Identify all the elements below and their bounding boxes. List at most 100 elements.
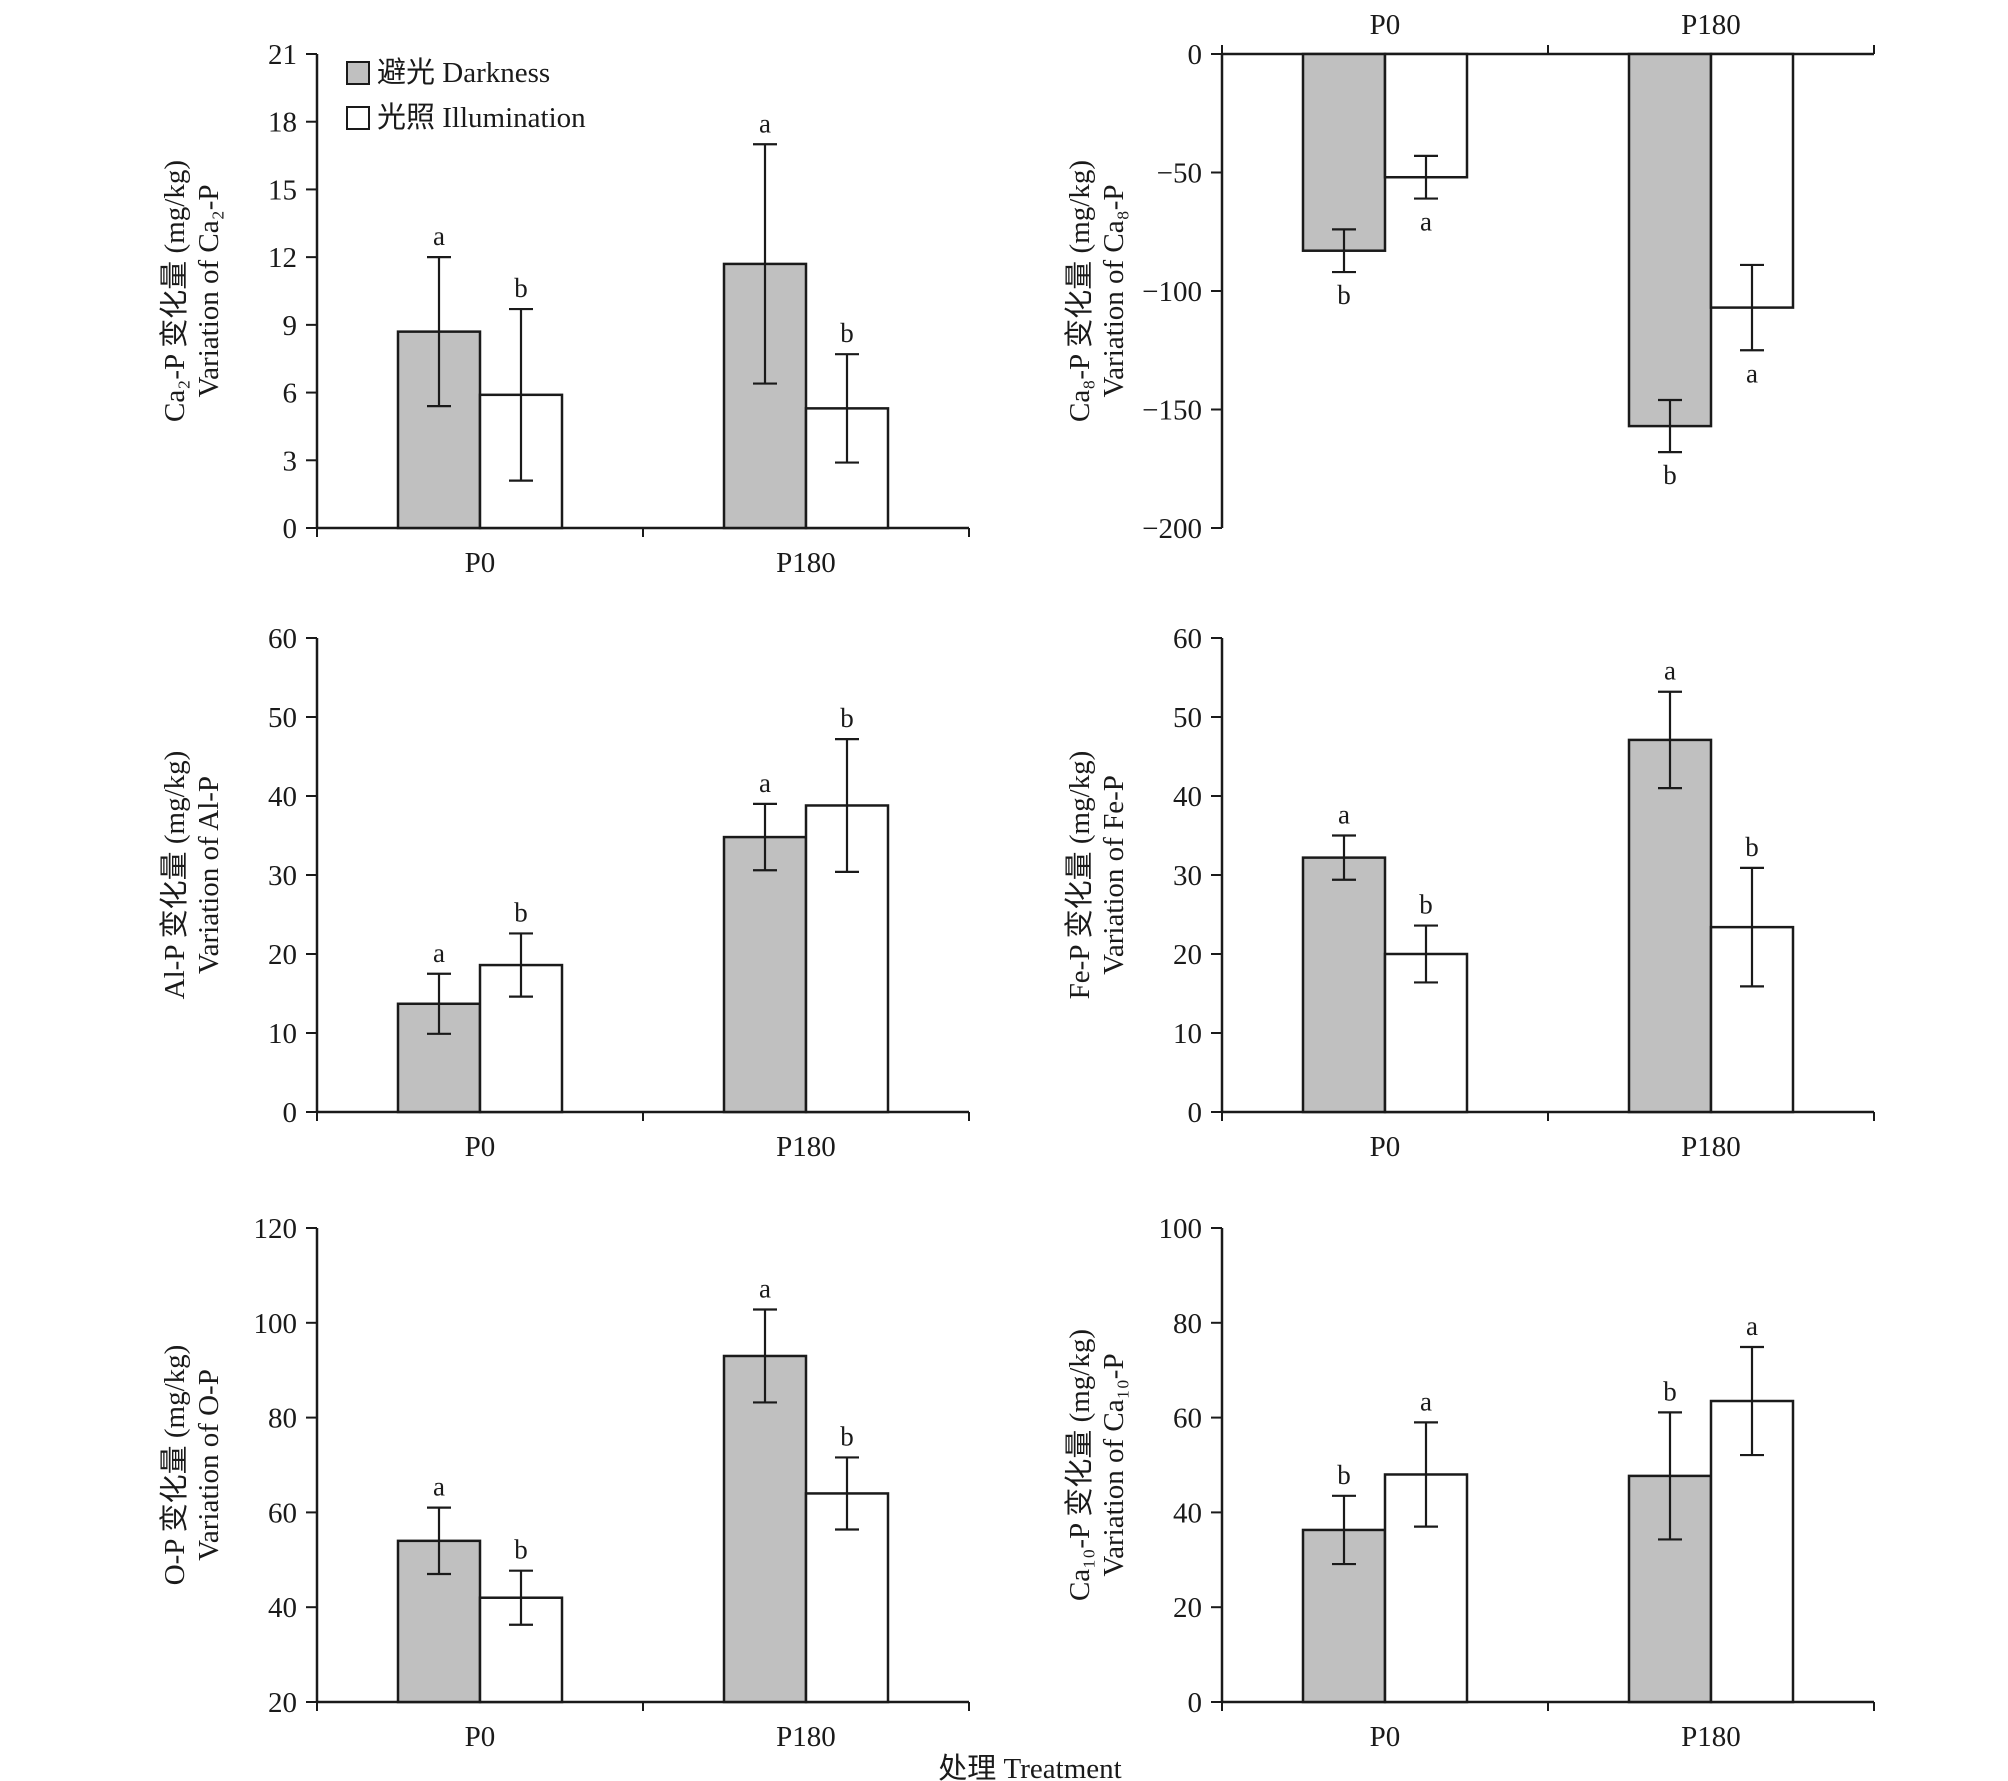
y-tick-label: 20 bbox=[268, 939, 297, 971]
y-tick-label: 12 bbox=[268, 242, 297, 274]
y-tick-label: −200 bbox=[1142, 513, 1202, 545]
y-tick-label: −100 bbox=[1142, 276, 1202, 308]
legend-label-illumination: 光照 Illumination bbox=[377, 101, 586, 134]
x-axis-label: 处理 Treatment bbox=[938, 1752, 1121, 1781]
y-axis-label: Variation of O-P bbox=[193, 1369, 225, 1561]
legend: 避光 Darkness 光照 Illumination bbox=[346, 56, 586, 134]
legend-label-darkness: 避光 Darkness bbox=[377, 56, 550, 89]
y-tick-label: 60 bbox=[268, 623, 297, 655]
bar-darkness bbox=[722, 1354, 808, 1704]
y-tick-label: 10 bbox=[1173, 1018, 1202, 1050]
y-tick-label: 60 bbox=[268, 1497, 297, 1529]
bar-darkness bbox=[1627, 738, 1713, 1114]
x-tick-label: P180 bbox=[1681, 1131, 1741, 1163]
x-tick-label: P180 bbox=[1681, 1721, 1741, 1753]
bar-darkness bbox=[722, 835, 808, 1114]
chart-panel-2: 0 −50 −100 −150 −200 P0 P180 b b a a Ca₈-P 变化量 (mg/… bbox=[1063, 9, 1875, 545]
y-axis-label: Variation of Ca₈-P bbox=[1098, 184, 1130, 397]
y-tick-label: 80 bbox=[1173, 1308, 1202, 1340]
x-tick-label: P180 bbox=[776, 547, 836, 579]
significance-letter: b bbox=[840, 703, 854, 733]
significance-letter: b bbox=[514, 273, 528, 303]
x-tick-label: P0 bbox=[1370, 1721, 1401, 1753]
y-tick-label: 60 bbox=[1173, 623, 1202, 655]
y-axis-label: O-P 变化量 (mg/kg) bbox=[158, 1345, 191, 1586]
y-tick-label: 18 bbox=[268, 107, 297, 139]
y-tick-label: 30 bbox=[268, 860, 297, 892]
y-tick-label: 10 bbox=[268, 1018, 297, 1050]
significance-letter: a bbox=[433, 221, 445, 251]
chart-panel-4: 0 10 20 30 40 50 60 P0 P180 a a b b Fe-P 变化量 (mg/kg) V… bbox=[1063, 623, 1875, 1163]
x-tick-label: P0 bbox=[1370, 9, 1401, 41]
y-tick-label: 3 bbox=[283, 445, 298, 477]
bar-darkness bbox=[1301, 52, 1387, 252]
y-tick-label: 80 bbox=[268, 1403, 297, 1435]
y-axis-label: Variation of Ca₂-P bbox=[193, 184, 225, 397]
x-tick-label: P180 bbox=[776, 1131, 836, 1163]
y-tick-label: 0 bbox=[283, 1097, 298, 1129]
legend-swatch-illumination bbox=[346, 106, 370, 130]
y-tick-label: 50 bbox=[1173, 702, 1202, 734]
bar-darkness bbox=[1627, 52, 1713, 428]
significance-letter: b bbox=[1337, 280, 1351, 310]
x-tick-label: P0 bbox=[465, 1721, 496, 1753]
significance-letter: b bbox=[1419, 890, 1433, 920]
y-tick-label: 40 bbox=[268, 1592, 297, 1624]
significance-letter: a bbox=[1746, 358, 1758, 388]
y-tick-label: 15 bbox=[268, 174, 297, 206]
significance-letter: a bbox=[433, 938, 445, 968]
significance-letter: a bbox=[759, 768, 771, 798]
significance-letter: a bbox=[1420, 1386, 1432, 1416]
y-axis-label: Variation of Al-P bbox=[193, 776, 225, 974]
significance-letter: b bbox=[1663, 1376, 1677, 1406]
significance-letter: a bbox=[1664, 656, 1676, 686]
y-tick-label: 40 bbox=[1173, 1497, 1202, 1529]
x-tick-label: P180 bbox=[1681, 9, 1741, 41]
y-tick-label: 0 bbox=[1188, 1097, 1203, 1129]
y-axis-label: Variation of Fe-P bbox=[1098, 775, 1130, 975]
y-tick-label: 6 bbox=[283, 378, 298, 410]
legend-swatch-darkness bbox=[346, 61, 370, 85]
y-tick-label: 100 bbox=[254, 1308, 298, 1340]
y-tick-label: 0 bbox=[1188, 1687, 1203, 1719]
y-axis-label: Ca₂-P 变化量 (mg/kg) bbox=[158, 160, 191, 422]
y-axis-label: Ca₈-P 变化量 (mg/kg) bbox=[1063, 160, 1096, 422]
significance-letter: a bbox=[1746, 1311, 1758, 1341]
y-axis-label: Variation of Ca₁₀-P bbox=[1098, 1353, 1130, 1576]
chart-panel-5: 20 40 60 80 100 120 P0 P180 a a b b O-P 变化量 (mg/kg) V… bbox=[158, 1213, 970, 1753]
y-tick-label: 120 bbox=[254, 1213, 298, 1245]
x-tick-label: P0 bbox=[465, 547, 496, 579]
y-tick-label: 20 bbox=[268, 1687, 297, 1719]
significance-letter: a bbox=[433, 1472, 445, 1502]
y-tick-label: 50 bbox=[268, 702, 297, 734]
significance-letter: b bbox=[514, 1535, 528, 1565]
y-tick-label: −50 bbox=[1157, 158, 1202, 190]
chart-panel-6: 0 20 40 60 80 100 P0 P180 b b a a Ca₁₀-P 变化量 (mg/kg)… bbox=[1063, 1213, 1875, 1753]
y-tick-label: 0 bbox=[283, 513, 298, 545]
x-tick-label: P0 bbox=[465, 1131, 496, 1163]
y-tick-label: 60 bbox=[1173, 1403, 1202, 1435]
bar-darkness bbox=[1301, 856, 1387, 1114]
significance-letter: a bbox=[759, 108, 771, 138]
y-axis-label: Al-P 变化量 (mg/kg) bbox=[158, 751, 191, 1000]
y-tick-label: 40 bbox=[268, 781, 297, 813]
y-tick-label: 100 bbox=[1159, 1213, 1203, 1245]
y-axis-label: Ca₁₀-P 变化量 (mg/kg) bbox=[1063, 1329, 1096, 1601]
significance-letter: a bbox=[759, 1274, 771, 1304]
significance-letter: a bbox=[1338, 800, 1350, 830]
y-tick-label: 20 bbox=[1173, 1592, 1202, 1624]
significance-letter: b bbox=[1745, 832, 1759, 862]
significance-letter: b bbox=[840, 318, 854, 348]
y-tick-label: 40 bbox=[1173, 781, 1202, 813]
chart-panel-1: 0 3 6 9 12 15 18 21 P0 P180 a a b b Ca₂-P 变化量 (mg/kg) V… bbox=[158, 39, 970, 579]
y-tick-label: −150 bbox=[1142, 395, 1202, 427]
y-tick-label: 30 bbox=[1173, 860, 1202, 892]
y-tick-label: 0 bbox=[1188, 39, 1203, 71]
significance-letter: b bbox=[1337, 1460, 1351, 1490]
significance-letter: b bbox=[840, 1421, 854, 1451]
significance-letter: a bbox=[1420, 207, 1432, 237]
chart-panel-3: 0 10 20 30 40 50 60 P0 P180 a a b b Al-P 变化量 (mg/kg) V… bbox=[158, 623, 970, 1163]
x-tick-label: P180 bbox=[776, 1721, 836, 1753]
y-tick-label: 9 bbox=[283, 310, 298, 342]
